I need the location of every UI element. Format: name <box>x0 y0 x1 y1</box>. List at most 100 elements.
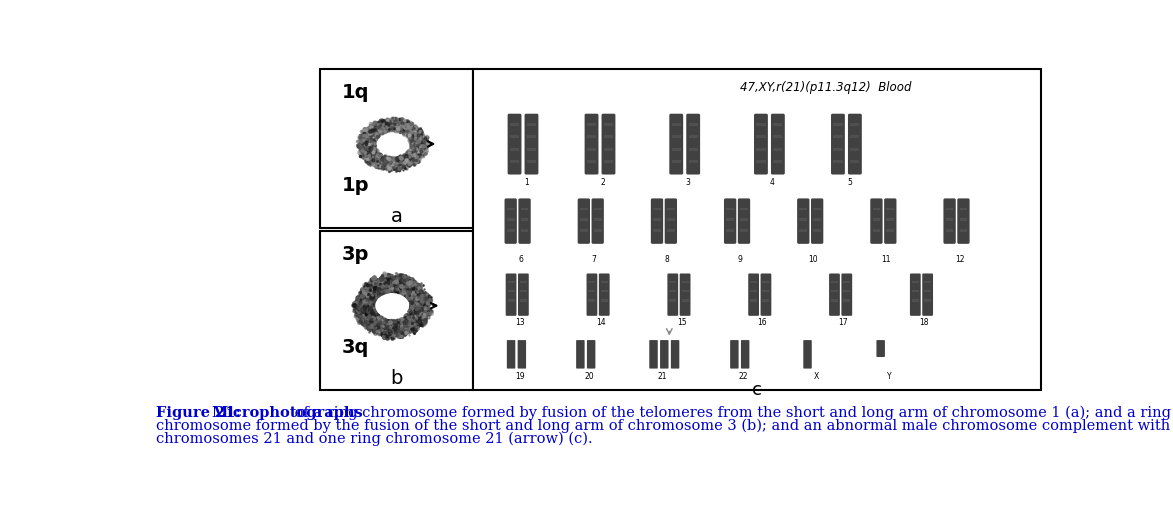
FancyBboxPatch shape <box>650 340 658 368</box>
Bar <box>873 229 880 232</box>
Bar <box>887 229 894 232</box>
Bar <box>670 299 677 302</box>
Text: 1p: 1p <box>343 176 369 195</box>
Bar <box>887 219 894 221</box>
Bar <box>945 219 954 221</box>
Text: 3p: 3p <box>343 245 369 264</box>
Bar <box>527 123 536 126</box>
Text: 11: 11 <box>882 255 891 264</box>
Text: 7: 7 <box>591 255 596 264</box>
Bar <box>726 219 734 221</box>
FancyBboxPatch shape <box>591 199 604 244</box>
FancyBboxPatch shape <box>670 114 683 174</box>
FancyBboxPatch shape <box>517 340 526 368</box>
Text: 8: 8 <box>665 255 670 264</box>
Bar <box>589 299 596 302</box>
Bar <box>589 281 596 283</box>
FancyBboxPatch shape <box>602 114 616 174</box>
Bar <box>689 135 698 138</box>
Text: 20: 20 <box>584 372 594 380</box>
Bar <box>667 208 674 210</box>
FancyBboxPatch shape <box>922 274 933 316</box>
FancyBboxPatch shape <box>738 199 751 244</box>
FancyBboxPatch shape <box>760 274 772 316</box>
FancyBboxPatch shape <box>910 274 921 316</box>
Bar <box>521 219 528 221</box>
Bar <box>800 219 807 221</box>
Bar <box>594 229 602 232</box>
Text: 16: 16 <box>758 318 767 327</box>
Text: 4: 4 <box>769 178 775 188</box>
FancyBboxPatch shape <box>506 274 516 316</box>
FancyBboxPatch shape <box>660 340 669 368</box>
Ellipse shape <box>375 293 409 318</box>
Bar <box>726 208 734 210</box>
Bar <box>833 160 842 163</box>
FancyBboxPatch shape <box>741 340 750 368</box>
Bar <box>830 290 838 292</box>
Bar <box>911 281 918 283</box>
Bar <box>887 208 894 210</box>
FancyBboxPatch shape <box>584 114 598 174</box>
Bar <box>579 219 588 221</box>
Text: 10: 10 <box>808 255 818 264</box>
FancyBboxPatch shape <box>748 274 759 316</box>
Bar <box>833 148 842 151</box>
Bar <box>757 123 766 126</box>
Bar <box>843 281 850 283</box>
Bar <box>320 231 473 390</box>
FancyBboxPatch shape <box>667 274 678 316</box>
Text: 12: 12 <box>955 255 964 264</box>
Bar <box>672 148 680 151</box>
Bar <box>589 290 596 292</box>
FancyBboxPatch shape <box>870 199 882 244</box>
Bar <box>508 281 515 283</box>
Text: 14: 14 <box>596 318 605 327</box>
Bar <box>945 229 954 232</box>
FancyBboxPatch shape <box>586 274 597 316</box>
Bar <box>521 229 528 232</box>
Text: Microphotographs: Microphotographs <box>211 406 362 420</box>
Bar <box>507 208 515 210</box>
Text: Figure 21:: Figure 21: <box>156 406 246 420</box>
Bar <box>773 123 782 126</box>
Bar <box>813 219 821 221</box>
Bar <box>850 160 860 163</box>
Text: 17: 17 <box>839 318 848 327</box>
Text: X: X <box>814 372 819 380</box>
FancyBboxPatch shape <box>848 114 862 174</box>
FancyBboxPatch shape <box>798 199 809 244</box>
FancyBboxPatch shape <box>884 199 896 244</box>
Text: 21: 21 <box>658 372 667 380</box>
FancyBboxPatch shape <box>507 340 515 368</box>
Bar <box>924 290 931 292</box>
Bar <box>594 208 602 210</box>
Bar <box>653 219 660 221</box>
Text: a: a <box>391 207 402 226</box>
Bar <box>762 281 769 283</box>
Bar <box>653 208 660 210</box>
FancyBboxPatch shape <box>679 274 691 316</box>
Bar <box>527 160 536 163</box>
Bar <box>682 299 689 302</box>
Bar <box>507 229 515 232</box>
FancyBboxPatch shape <box>730 340 739 368</box>
Text: of a ring chromosome formed by fusion of the telomeres from the short and long a: of a ring chromosome formed by fusion of… <box>291 406 1172 420</box>
Bar <box>601 290 608 292</box>
Text: chromosomes 21 and one ring chromosome 21 (arrow) (c).: chromosomes 21 and one ring chromosome 2… <box>156 432 592 446</box>
Bar <box>586 135 596 138</box>
Bar <box>740 229 748 232</box>
Bar <box>594 219 602 221</box>
Bar <box>579 208 588 210</box>
FancyBboxPatch shape <box>586 340 596 368</box>
FancyBboxPatch shape <box>830 114 845 174</box>
Bar <box>751 299 757 302</box>
FancyBboxPatch shape <box>943 199 956 244</box>
Text: chromosome formed by the fusion of the short and long arm of chromosome 3 (b); a: chromosome formed by the fusion of the s… <box>156 419 1173 433</box>
Bar <box>672 160 680 163</box>
Bar <box>672 135 680 138</box>
FancyBboxPatch shape <box>524 114 538 174</box>
Text: 1: 1 <box>523 178 529 188</box>
Bar <box>873 208 880 210</box>
FancyBboxPatch shape <box>518 274 529 316</box>
